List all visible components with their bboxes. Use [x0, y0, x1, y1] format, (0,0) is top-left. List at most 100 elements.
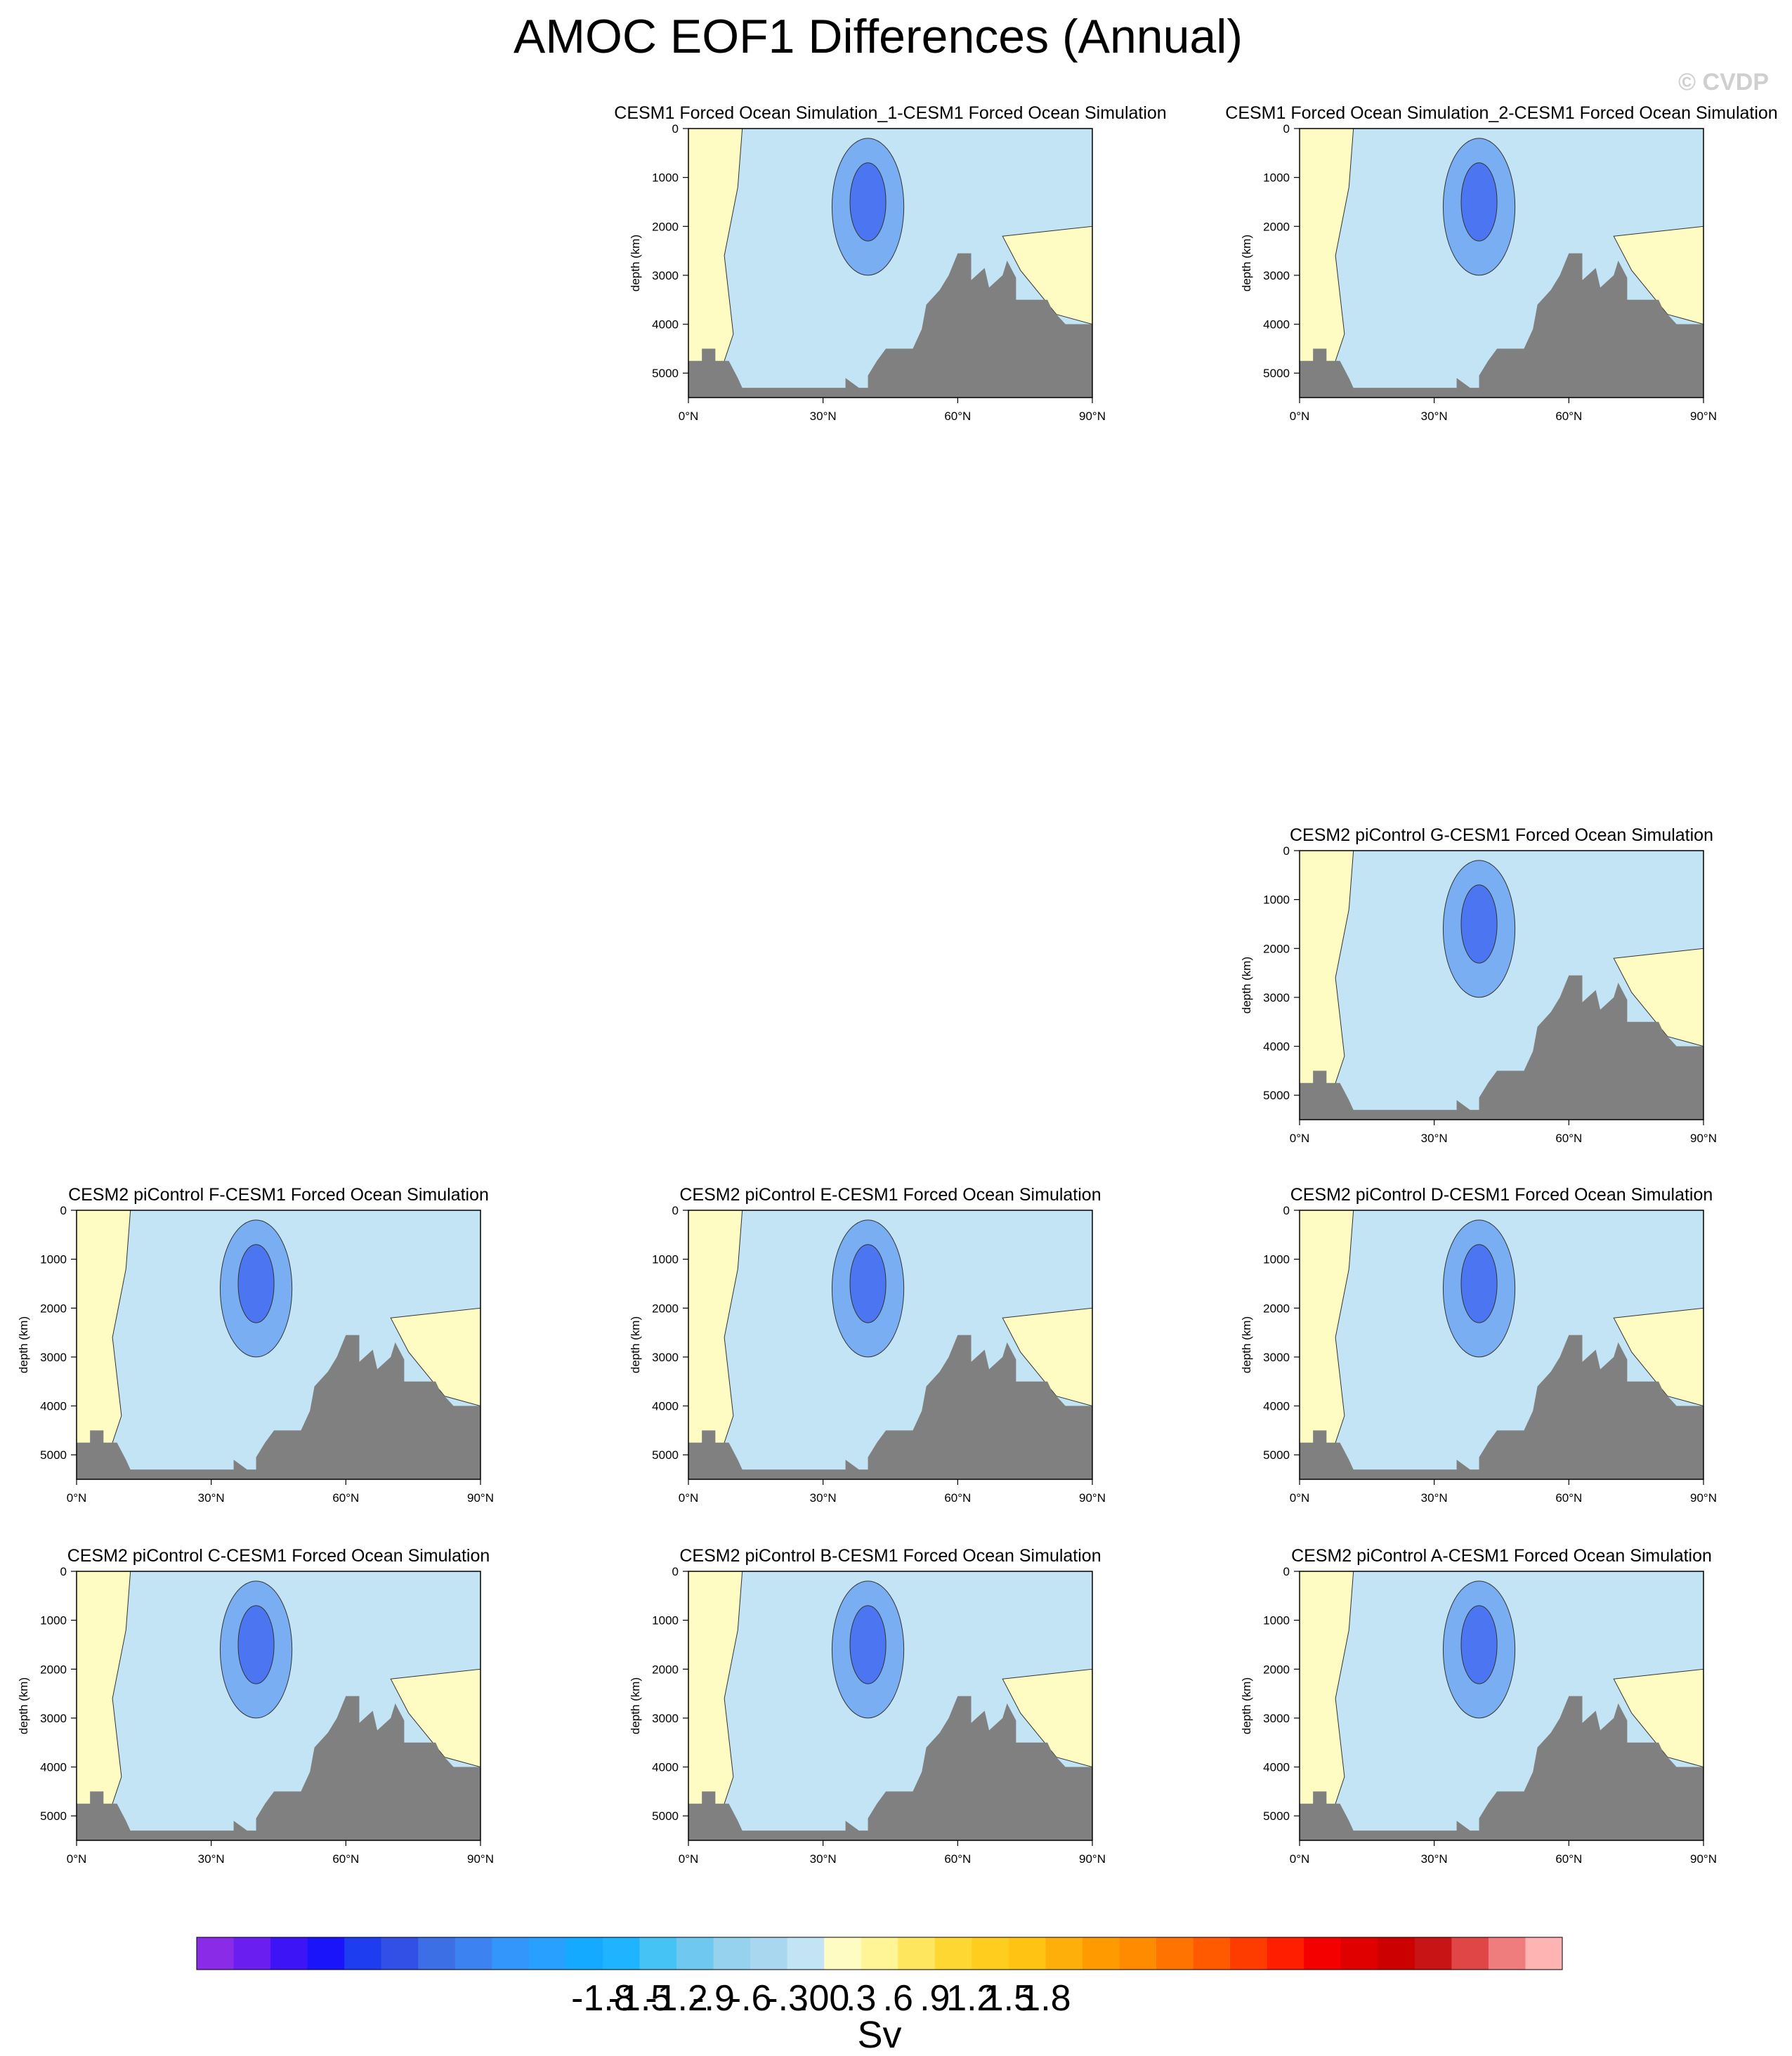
colorbar-swatch — [381, 1937, 419, 1970]
x-tick-label: 30°N — [1421, 1132, 1448, 1145]
y-tick-label: 0 — [60, 1565, 67, 1578]
positive-anomaly-region — [1002, 1668, 1093, 1768]
bathymetry — [1300, 975, 1703, 1120]
x-tick-label: 0°N — [679, 1852, 699, 1866]
y-tick-label: 4000 — [652, 1761, 679, 1774]
x-tick-label: 90°N — [1079, 410, 1106, 423]
colorbar-label: 1.2 — [946, 1978, 997, 2019]
colorbar-swatch — [528, 1937, 566, 1970]
y-tick-label: 2000 — [1263, 1302, 1290, 1315]
panel-cesm1-forced-ocean-simulation-1-cesm1-forced-ocean-simulation: CESM1 Forced Ocean Simulation_1-CESM1 Fo… — [614, 103, 1166, 423]
panel-cesm2-picontrol-e-cesm1-forced-ocean-simulation: CESM2 piControl E-CESM1 Forced Ocean Sim… — [629, 1185, 1106, 1505]
colorbar-swatch — [1304, 1937, 1342, 1970]
colorbar-label: 1.5 — [983, 1978, 1034, 2019]
y-tick-label: 2000 — [652, 220, 679, 233]
x-tick-label: 90°N — [1690, 1132, 1717, 1145]
y-tick-label: 5000 — [652, 1809, 679, 1823]
x-tick-label: 90°N — [467, 1852, 494, 1866]
colorbar-swatch — [1119, 1937, 1157, 1970]
colorbar-swatch — [1267, 1937, 1304, 1970]
colorbar-swatch — [1156, 1937, 1194, 1970]
y-tick-label: 2000 — [1263, 1663, 1290, 1676]
figure-title: AMOC EOF1 Differences (Annual) — [514, 10, 1243, 63]
positive-anomaly-region — [1613, 1668, 1704, 1768]
colorbar-swatch — [454, 1937, 492, 1970]
y-axis-label: depth (km) — [1240, 235, 1253, 292]
colorbar-swatch — [1008, 1937, 1046, 1970]
y-tick-label: 5000 — [1263, 367, 1290, 380]
colorbar-swatch — [676, 1937, 714, 1970]
x-tick-label: 90°N — [467, 1491, 494, 1505]
y-tick-label: 3000 — [1263, 1351, 1290, 1364]
y-tick-label: 0 — [1283, 844, 1290, 858]
colorbar-swatch — [1414, 1937, 1452, 1970]
y-axis-label: depth (km) — [1240, 957, 1253, 1014]
y-tick-label: 3000 — [652, 269, 679, 282]
panel-cesm1-forced-ocean-simulation-2-cesm1-forced-ocean-simulation: CESM1 Forced Ocean Simulation_2-CESM1 Fo… — [1225, 103, 1777, 423]
panel-title: CESM2 piControl G-CESM1 Forced Ocean Sim… — [1290, 825, 1713, 845]
x-tick-label: 30°N — [810, 1491, 837, 1505]
colorbar-swatch — [639, 1937, 677, 1970]
x-tick-label: 30°N — [1421, 1852, 1448, 1866]
colorbar-swatch — [1340, 1937, 1378, 1970]
plot-frame — [1299, 128, 1704, 398]
y-tick-label: 2000 — [40, 1663, 67, 1676]
y-tick-label: 4000 — [1263, 1761, 1290, 1774]
y-tick-label: 2000 — [40, 1302, 67, 1315]
colorbar-swatch — [1525, 1937, 1563, 1970]
x-tick-label: 60°N — [1555, 1852, 1582, 1866]
colorbar-swatch — [934, 1937, 972, 1970]
colorbar-label: -.6 — [729, 1978, 772, 2019]
colorbar-swatch — [1230, 1937, 1268, 1970]
bathymetry — [688, 1696, 1092, 1840]
colorbar-swatch — [861, 1937, 898, 1970]
y-axis-label: depth (km) — [1240, 1677, 1253, 1734]
colorbar-label: .6 — [883, 1978, 913, 2019]
y-tick-label: 0 — [672, 122, 679, 136]
colorbar-label: .3 — [846, 1978, 876, 2019]
y-tick-label: 0 — [1283, 1565, 1290, 1578]
x-tick-label: 60°N — [1555, 1132, 1582, 1145]
negative-anomaly-peak — [237, 1244, 275, 1323]
x-tick-label: 30°N — [198, 1491, 225, 1505]
x-tick-label: 60°N — [944, 1852, 971, 1866]
y-tick-label: 5000 — [40, 1448, 67, 1462]
y-tick-label: 4000 — [652, 1400, 679, 1413]
panel-title: CESM1 Forced Ocean Simulation_2-CESM1 Fo… — [1225, 103, 1777, 123]
panels: CESM1 Forced Ocean Simulation_1-CESM1 Fo… — [17, 103, 1778, 1866]
x-tick-label: 60°N — [1555, 1491, 1582, 1505]
y-axis-label: depth (km) — [629, 1316, 642, 1373]
colorbar-swatch — [898, 1937, 936, 1970]
y-axis-label: depth (km) — [1240, 1316, 1253, 1373]
panel-cesm2-picontrol-a-cesm1-forced-ocean-simulation: CESM2 piControl A-CESM1 Forced Ocean Sim… — [1240, 1546, 1717, 1866]
x-tick-label: 90°N — [1690, 1852, 1717, 1866]
colorbar: -1.8-1.5-1.2-.9-.6-.3.00.3.6.91.21.51.8 S… — [196, 1937, 1563, 2056]
y-tick-label: 1000 — [40, 1253, 67, 1266]
y-tick-label: 5000 — [40, 1809, 67, 1823]
panel-title: CESM2 piControl D-CESM1 Forced Ocean Sim… — [1290, 1185, 1713, 1205]
x-tick-label: 0°N — [1290, 1852, 1310, 1866]
bathymetry — [688, 253, 1092, 398]
y-axis-label: depth (km) — [629, 1677, 642, 1734]
y-tick-label: 4000 — [1263, 1040, 1290, 1054]
cvdp-watermark: © CVDP — [1678, 69, 1769, 96]
x-tick-label: 0°N — [1290, 1132, 1310, 1145]
y-tick-label: 3000 — [1263, 1712, 1290, 1725]
y-tick-label: 3000 — [1263, 269, 1290, 282]
colorbar-swatch — [418, 1937, 456, 1970]
panel-title: CESM2 piControl F-CESM1 Forced Ocean Sim… — [68, 1185, 489, 1205]
colorbar-swatch — [1488, 1937, 1526, 1970]
negative-anomaly-peak — [1460, 884, 1498, 964]
colorbar-swatch — [602, 1937, 640, 1970]
x-tick-label: 0°N — [67, 1491, 87, 1505]
colorbar-label: -.9 — [692, 1978, 735, 2019]
negative-anomaly-peak — [849, 1244, 887, 1323]
colorbar-swatch — [233, 1937, 271, 1970]
x-tick-label: 30°N — [1421, 410, 1448, 423]
x-tick-label: 0°N — [1290, 1491, 1310, 1505]
y-tick-label: 5000 — [652, 367, 679, 380]
positive-anomaly-region — [1613, 1307, 1704, 1407]
plot-frame — [688, 1571, 1093, 1841]
bathymetry — [688, 1335, 1092, 1479]
